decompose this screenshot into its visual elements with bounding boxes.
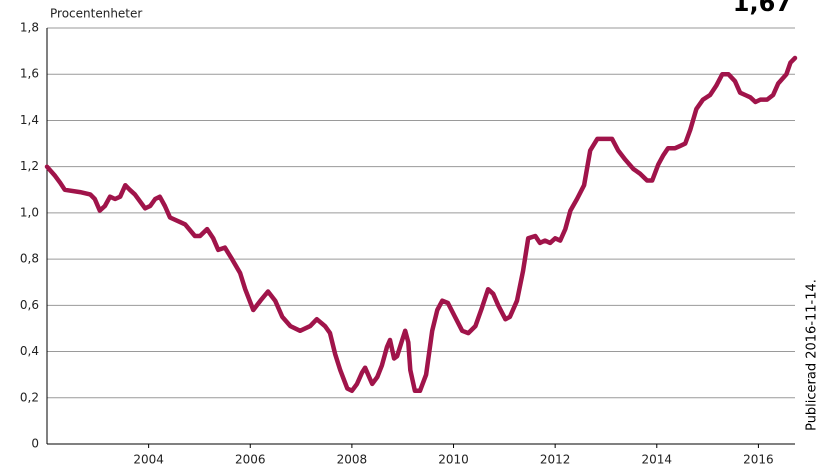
y-tick-label: 0,4 xyxy=(20,344,39,358)
y-tick-label: 1,8 xyxy=(20,21,39,35)
x-tick-label: 2014 xyxy=(642,453,673,467)
data-line xyxy=(44,55,798,394)
x-tick-label: 2016 xyxy=(743,453,774,467)
x-tick-label: 2004 xyxy=(133,453,164,467)
last-value-annotation: 1,67 xyxy=(733,0,792,17)
y-tick-label: 1,0 xyxy=(20,205,39,219)
y-tick-label: 0,8 xyxy=(20,252,39,266)
x-tick-label: 2006 xyxy=(235,453,266,467)
y-tick-label: 1,4 xyxy=(20,113,39,127)
x-tick-label: 2008 xyxy=(337,453,368,467)
y-tick-label: 0,6 xyxy=(20,298,39,312)
x-tick-label: 2010 xyxy=(438,453,469,467)
y-tick-label: 1,2 xyxy=(20,159,39,173)
y-tick-label: 0 xyxy=(31,437,39,451)
published-note: Publicerad 2016-11-14. xyxy=(805,279,820,431)
y-axis-label: Procentenheter xyxy=(50,7,142,21)
x-tick-label: 2012 xyxy=(540,453,571,467)
y-tick-label: 0,2 xyxy=(20,390,39,404)
y-tick-label: 1,6 xyxy=(20,67,39,81)
